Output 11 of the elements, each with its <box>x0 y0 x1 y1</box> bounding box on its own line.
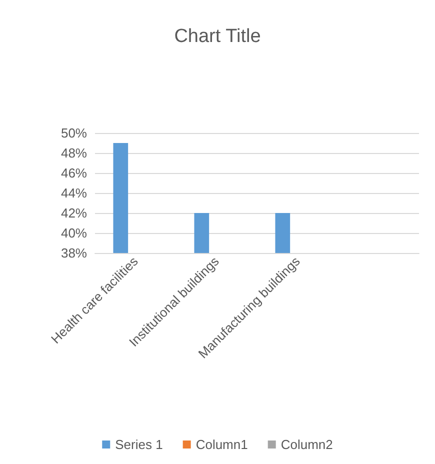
legend-label: Column2 <box>280 437 333 452</box>
y-tick-label: 38% <box>60 246 88 260</box>
y-tick-label: 42% <box>60 206 88 220</box>
y-tick-label: 40% <box>60 226 88 240</box>
y-tick-label: 48% <box>60 146 88 160</box>
y-tick-label: 44% <box>60 186 88 200</box>
y-tick-label: 50% <box>60 126 88 140</box>
y-tick-label: 46% <box>60 166 88 180</box>
legend-label: Series 1 <box>115 437 163 452</box>
legend-label: Column1 <box>196 437 248 452</box>
chart-title: Chart Title <box>174 26 261 47</box>
